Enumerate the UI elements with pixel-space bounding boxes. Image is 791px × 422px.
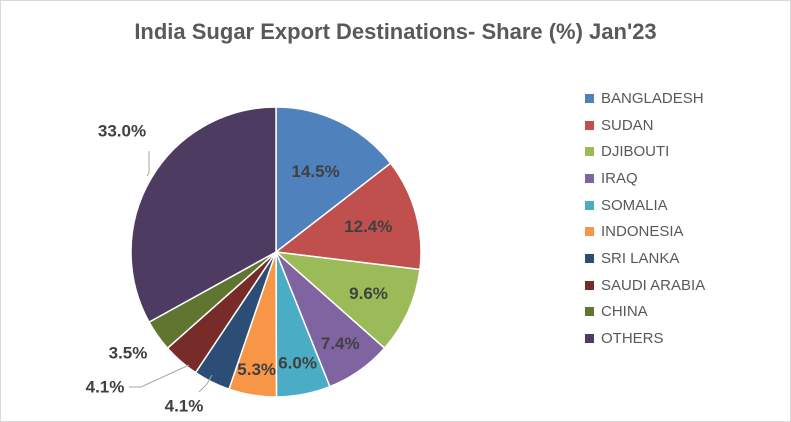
legend-label: CHINA	[601, 303, 648, 321]
data-label-sudan: 12.4%	[344, 217, 392, 236]
legend-item-iraq: IRAQ	[585, 165, 705, 192]
pie-slice-bangladesh	[275, 106, 392, 254]
legend-item-china: CHINA	[585, 299, 705, 326]
legend-label: DJIBOUTI	[601, 143, 670, 161]
legend-swatch	[585, 253, 594, 263]
legend-item-bangladesh: BANGLADESH	[585, 85, 705, 112]
legend-label: SRI LANKA	[601, 249, 680, 267]
legend-item-saudi-arabia: SAUDI ARABIA	[585, 272, 705, 299]
data-label-others: 33.0%	[98, 122, 146, 141]
legend-label: INDONESIA	[601, 223, 684, 241]
legend-label: OTHERS	[601, 330, 664, 348]
legend-swatch	[585, 307, 594, 317]
chart-legend: BANGLADESH SUDAN DJIBOUTI IRAQ SOMALIA INDONE…	[585, 85, 705, 352]
legend-item-sudan: SUDAN	[585, 112, 705, 139]
data-label-china: 3.5%	[109, 344, 148, 363]
pie-slice-others	[130, 106, 277, 324]
data-label-indonesia: 5.3%	[237, 360, 276, 379]
legend-swatch	[585, 200, 594, 210]
data-label-somalia: 6.0%	[278, 354, 317, 373]
legend-item-djibouti: DJIBOUTI	[585, 138, 705, 165]
data-label-sri-lanka: 4.1%	[165, 397, 204, 416]
data-label-bangladesh: 14.5%	[291, 162, 339, 181]
legend-item-others: OTHERS	[585, 325, 705, 352]
legend-swatch	[585, 120, 594, 130]
pie-slice-sudan	[274, 162, 422, 271]
legend-swatch	[585, 334, 594, 344]
pie-slice-djibouti	[273, 250, 421, 350]
legend-item-sri-lanka: SRI LANKA	[585, 245, 705, 272]
legend-swatch	[585, 280, 594, 290]
legend-swatch	[585, 173, 594, 183]
legend-label: IRAQ	[601, 169, 638, 187]
legend-label: SOMALIA	[601, 196, 668, 214]
legend-swatch	[585, 147, 594, 157]
leader-line-sri-lanka	[198, 374, 213, 393]
legend-swatch	[585, 227, 594, 237]
legend-label: SAUDI ARABIA	[601, 276, 706, 294]
data-label-saudi-arabia: 4.1%	[86, 378, 125, 397]
leader-line-others	[146, 151, 150, 177]
legend-item-indonesia: INDONESIA	[585, 218, 705, 245]
legend-item-somalia: SOMALIA	[585, 192, 705, 219]
legend-label: BANGLADESH	[601, 89, 704, 107]
legend-label: SUDAN	[601, 116, 654, 134]
legend-swatch	[585, 93, 594, 103]
chart-title: India Sugar Export Destinations- Share (…	[134, 19, 657, 44]
data-label-iraq: 7.4%	[321, 334, 360, 353]
leader-line-saudi-arabia	[129, 364, 190, 388]
data-label-djibouti: 9.6%	[349, 284, 388, 303]
